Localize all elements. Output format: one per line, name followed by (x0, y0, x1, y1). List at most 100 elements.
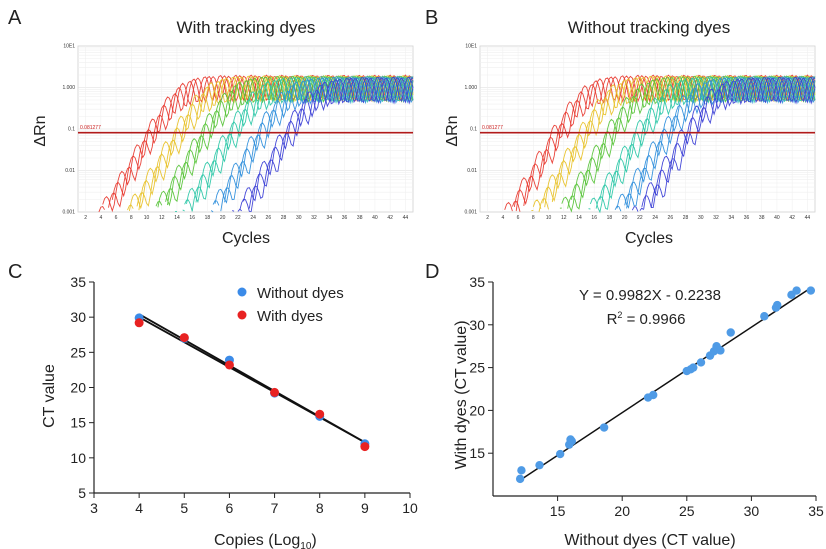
x-tick-label: 9 (361, 500, 369, 516)
x-tick-label: 22 (235, 215, 241, 221)
x-tick-label: 32 (311, 215, 317, 221)
x-tick-label: 26 (266, 215, 272, 221)
data-point (315, 409, 325, 419)
x-tick-label: 38 (759, 215, 765, 221)
panel-d-ylabel: With dyes (CT value) (453, 320, 470, 469)
data-point (535, 460, 544, 470)
panel-b-ylabel: ΔRn (444, 115, 461, 146)
panel-c-xlabel-sub: 10 (300, 541, 312, 549)
legend-label-with-dyes: With dyes (257, 308, 323, 325)
legend-marker-with-dyes (237, 310, 247, 320)
panel-b-threshold-label: 0.081277 (482, 125, 503, 131)
data-point (555, 449, 565, 459)
panel-c-xlabel-main: Copies (Log (214, 532, 300, 549)
x-tick-label: 28 (281, 215, 287, 221)
data-point (689, 363, 698, 372)
data-point (224, 360, 234, 370)
amplification-curve (175, 76, 414, 213)
panel-d-r2-sup: 2 (617, 310, 622, 320)
x-tick-label: 30 (296, 215, 302, 221)
x-tick-label: 20 (220, 215, 226, 221)
x-tick-label: 3 (90, 500, 98, 516)
y-tick-label: 10 (70, 450, 86, 466)
panel-b: B Without tracking dyes ΔRn Cycles 10E1 1… (425, 7, 816, 247)
panel-c-ylabel: CT value (41, 364, 58, 428)
x-tick-label: 36 (342, 215, 348, 221)
x-tick-label: 16 (591, 215, 597, 221)
x-tick-label: 5 (180, 500, 188, 516)
x-tick-label: 35 (808, 503, 824, 519)
x-tick-label: 18 (607, 215, 613, 221)
panel-d-xlabel: Without dyes (CT value) (564, 532, 735, 549)
x-tick-label: 24 (250, 215, 256, 221)
panel-c-plot: 5 10 15 20 25 30 35 3 4 5 6 7 8 9 10 (70, 274, 418, 516)
panel-d-equation: Y = 0.9982X - 0.2238 (579, 287, 721, 304)
x-tick-label: 44 (805, 215, 811, 221)
y-tick-label: 1.000 (464, 85, 477, 91)
amplification-curve (232, 77, 414, 212)
data-point (649, 390, 658, 400)
y-tick-label: 0.1 (470, 127, 477, 133)
panel-c-legend: Without dyes With dyes (237, 285, 344, 325)
y-tick-label: 30 (70, 309, 86, 325)
regression-line (518, 287, 812, 482)
x-tick-label: 4 (135, 500, 143, 516)
data-point (716, 346, 725, 355)
x-tick-label: 4 (501, 215, 504, 221)
x-tick-label: 10 (402, 500, 418, 516)
x-tick-label: 30 (744, 503, 760, 519)
amplification-curve (641, 77, 816, 209)
amplification-curve (639, 76, 816, 211)
data-point (270, 387, 280, 397)
panel-d: D With dyes (CT value) Without dyes (CT … (425, 261, 824, 549)
panel-a-letter: A (8, 7, 22, 29)
y-tick-label: 5 (78, 485, 86, 501)
data-point (760, 312, 769, 321)
x-tick-label: 6 (517, 215, 520, 221)
x-tick-label: 38 (357, 215, 363, 221)
panel-d-letter: D (425, 261, 439, 283)
amplification-curve (237, 76, 414, 212)
panel-a-title: With tracking dyes (177, 18, 316, 37)
x-tick-label: 42 (789, 215, 795, 221)
panel-a-ylabel: ΔRn (32, 115, 49, 146)
y-tick-label: 0.001 (464, 210, 477, 216)
x-tick-label: 10 (546, 215, 552, 221)
panel-d-r2: R2 = 0.9966 (607, 310, 686, 328)
panel-c-letter: C (8, 261, 22, 283)
legend-marker-without-dyes (237, 287, 247, 297)
x-tick-label: 6 (115, 215, 118, 221)
y-tick-label: 0.01 (65, 168, 75, 174)
x-tick-label: 32 (713, 215, 719, 221)
x-tick-label: 18 (205, 215, 211, 221)
fit-line (138, 316, 366, 444)
x-tick-label: 24 (652, 215, 658, 221)
x-tick-label: 22 (637, 215, 643, 221)
x-tick-label: 26 (668, 215, 674, 221)
x-tick-label: 30 (698, 215, 704, 221)
panel-d-r2-value: = 0.9966 (622, 311, 685, 328)
y-tick-label: 0.01 (467, 168, 477, 174)
x-tick-label: 6 (226, 500, 234, 516)
data-point (517, 466, 526, 475)
x-tick-label: 12 (159, 215, 165, 221)
x-tick-label: 14 (576, 215, 582, 221)
y-tick-label: 35 (70, 274, 86, 290)
amplification-curve (239, 77, 414, 212)
y-tick-label: 20 (70, 380, 86, 396)
y-tick-label: 0.001 (62, 210, 75, 216)
x-tick-label: 2 (486, 215, 489, 221)
x-tick-label: 36 (744, 215, 750, 221)
panel-a-threshold-label: 0.081277 (80, 125, 101, 131)
y-tick-label: 15 (70, 415, 86, 431)
panel-c: C CT value Copies (Log10) 51015202530353… (8, 261, 418, 549)
data-point (806, 286, 816, 295)
data-point (696, 358, 706, 367)
x-tick-label: 4 (99, 215, 102, 221)
panel-d-plot: 15 20 25 30 35 15 20 25 30 35 (469, 274, 824, 519)
panel-d-r2-label: R (607, 311, 618, 328)
panel-c-xlabel: Copies (Log10) (214, 532, 317, 549)
amplification-curve (210, 76, 414, 213)
